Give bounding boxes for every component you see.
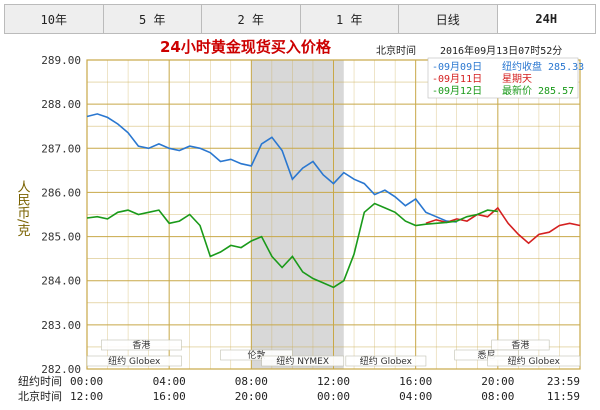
y-tick-label: 282.00 <box>41 363 81 376</box>
x-tick-label-ny: 16:00 <box>399 375 432 388</box>
session-label: 香港 <box>511 339 529 351</box>
legend-date: -09月09日 <box>432 61 482 73</box>
session-box <box>220 349 293 361</box>
timestamp: 2016年09月13日07时52分 <box>440 44 562 57</box>
session-label: 纽约 Globex <box>360 355 413 367</box>
chart-title: 24小时黄金现货买入价格 <box>160 38 332 56</box>
x-tick-label-bj: 12:00 <box>70 390 103 403</box>
series-line-1 <box>425 206 581 245</box>
x-tick-label-ny: 12:00 <box>317 375 350 388</box>
x-tick-label-bj: 08:00 <box>481 390 514 403</box>
y-tick-label: 285.00 <box>41 231 81 244</box>
session-box <box>86 355 182 367</box>
legend-entry: -09月09日 纽约收盘 285.33 <box>432 60 584 73</box>
tab-1[interactable]: 5 年 <box>104 5 202 33</box>
x-tick-label-ny: 00:00 <box>70 375 103 388</box>
legend-text: 星期天 <box>502 73 532 85</box>
legend-date: -09月11日 <box>432 73 482 85</box>
x-tick-label-bj: 11:59 <box>547 390 580 403</box>
plot-border <box>86 59 581 370</box>
x-tick-label-ny: 23:59 <box>547 375 580 388</box>
legend-box <box>427 57 579 99</box>
legend-entry: -09月12日 最新价 285.57 <box>432 84 574 97</box>
legend-text: 纽约收盘 285.33 <box>502 60 584 73</box>
y-tick-label: 287.00 <box>41 142 81 155</box>
session-label: 伦敦 <box>247 349 265 361</box>
session-box <box>101 339 182 351</box>
session-label: 纽约 NYMEX <box>276 355 329 367</box>
session-box <box>261 355 345 367</box>
series-line-0 <box>86 113 457 223</box>
session-label: 纽约 Globex <box>508 355 561 367</box>
x-tick-label-bj: 20:00 <box>235 390 268 403</box>
session-box <box>454 349 519 361</box>
y-tick-label: 286.00 <box>41 186 81 199</box>
tab-0[interactable]: 10年 <box>5 5 104 33</box>
tab-3[interactable]: 1 年 <box>301 5 399 33</box>
series-line-2 <box>86 202 498 289</box>
y-tick-label: 289.00 <box>41 54 81 67</box>
x-tick-label-ny: 04:00 <box>153 375 186 388</box>
x-tick-label-bj: 16:00 <box>153 390 186 403</box>
x-tick-label-ny: 08:00 <box>235 375 268 388</box>
legend-date: -09月12日 <box>432 85 482 97</box>
legend-text: 最新价 285.57 <box>502 84 574 97</box>
session-label: 纽约 Globex <box>108 355 161 367</box>
legend-entry: -09月11日 星期天 <box>432 73 532 85</box>
session-label: 香港 <box>132 339 150 351</box>
row-label-bj: 北京时间 <box>18 389 62 403</box>
session-box <box>491 339 550 351</box>
x-tick-label-bj: 00:00 <box>317 390 350 403</box>
timezone-label: 北京时间 <box>376 44 416 57</box>
tab-5[interactable]: 24H <box>497 5 595 33</box>
y-tick-label: 288.00 <box>41 98 81 111</box>
tab-4[interactable]: 日线 <box>399 5 498 33</box>
x-tick-label-ny: 20:00 <box>481 375 514 388</box>
row-label-ny: 纽约时间 <box>18 374 62 388</box>
x-tick-label-bj: 04:00 <box>399 390 432 403</box>
y-tick-label: 283.00 <box>41 319 81 332</box>
legend: -09月09日 纽约收盘 285.33 -09月11日 星期天 -09月12日 最新价 2… <box>427 57 584 99</box>
session-box <box>345 355 427 367</box>
session-box <box>487 355 581 367</box>
y-axis-label: 人民币/克 <box>15 180 31 238</box>
tab-2[interactable]: 2 年 <box>202 5 301 33</box>
y-tick-label: 284.00 <box>41 275 81 288</box>
